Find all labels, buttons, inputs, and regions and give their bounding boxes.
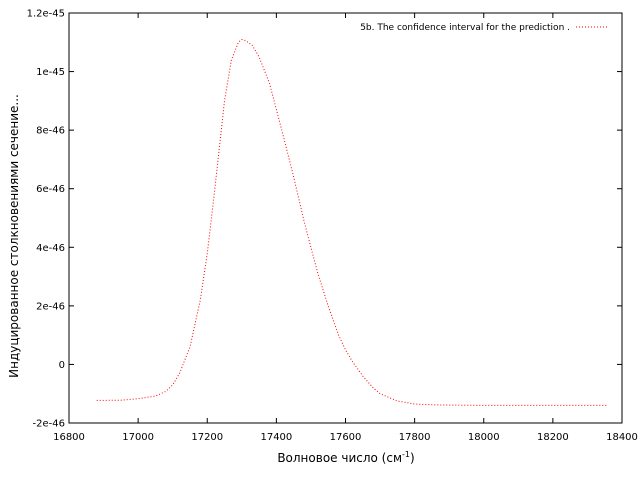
y-tick-label: 6e-46 [36,184,65,195]
x-tick-label: 17600 [330,432,362,443]
legend-label: 5b. The confidence interval for the pred… [360,23,570,33]
ticks: 16800 17000 17200 17400 17600 17800 18000 18200… [27,9,638,444]
x-axis-title-close: ) [410,451,415,465]
y-tick-label: 1e-45 [36,67,65,78]
y-tick-label: 2e-46 [36,301,65,312]
y-tick-label: 0 [59,360,65,371]
series-layer [96,38,609,406]
x-tick-label: 17000 [122,432,154,443]
y-axis-title: Индуцированное столкновениями сечение... [7,94,21,378]
x-tick-label: 18400 [606,432,638,443]
x-axis-title: Волновое число (см-1) [277,450,414,465]
y-tick-label: -2e-46 [33,419,65,430]
x-tick-label: 16800 [53,432,85,443]
x-tick-label: 17400 [260,432,292,443]
legend: 5b. The confidence interval for the pred… [360,23,608,33]
y-tick-label: 8e-46 [36,126,65,137]
x-tick-label: 18200 [537,432,569,443]
y-tick-label: 1.2e-45 [27,9,65,20]
y-tick-label: 4e-46 [36,243,65,254]
x-tick-label: 18000 [468,432,500,443]
x-tick-label: 17800 [399,432,431,443]
series-line [96,38,609,406]
x-axis-title-superscript: -1 [402,450,410,459]
plot-frame [68,12,623,424]
x-tick-label: 17200 [191,432,223,443]
